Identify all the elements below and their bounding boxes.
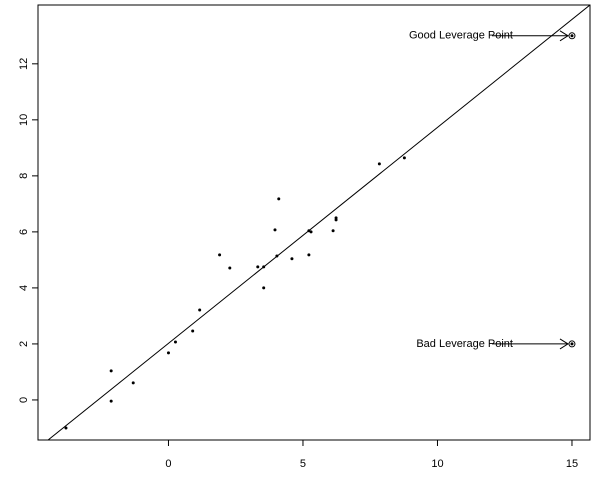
annotation: Good Leverage Point [409, 30, 513, 42]
point [64, 426, 68, 430]
x-tick-label: 5 [300, 458, 306, 470]
annotation: Bad Leverage Point [416, 338, 513, 350]
y-tick-label: 6 [18, 229, 30, 235]
point [191, 329, 195, 333]
point [218, 253, 222, 257]
arrow-head [559, 30, 569, 42]
point [570, 34, 574, 38]
x-tick-label: 15 [566, 458, 578, 470]
point [262, 265, 266, 269]
point [307, 253, 311, 257]
y-tick-label: 8 [18, 173, 30, 179]
point [228, 266, 232, 270]
y-tick-label: 2 [18, 341, 30, 347]
y-tick-label: 0 [18, 397, 30, 403]
y-tick-label: 10 [18, 114, 30, 126]
point [273, 228, 277, 232]
point [570, 342, 574, 346]
x-tick-label: 10 [431, 458, 443, 470]
y-tick-label: 4 [18, 285, 30, 291]
point [334, 218, 338, 222]
point [262, 286, 266, 290]
point [377, 162, 381, 166]
point [290, 257, 294, 261]
leverage-ring [568, 340, 576, 348]
point [109, 369, 113, 373]
point [277, 197, 281, 201]
point [198, 308, 202, 312]
point [109, 399, 113, 403]
point [166, 351, 170, 355]
point [173, 340, 177, 344]
point [331, 229, 335, 233]
point [275, 254, 279, 258]
point [402, 156, 406, 160]
point [256, 265, 260, 269]
point [309, 230, 313, 234]
arrow-head [559, 338, 569, 350]
x-tick-label: 0 [165, 458, 171, 470]
plot-frame [37, 4, 591, 441]
fit-line [47, 5, 590, 440]
point [131, 381, 135, 385]
leverage-ring [568, 32, 576, 40]
y-tick-label: 12 [18, 58, 30, 70]
